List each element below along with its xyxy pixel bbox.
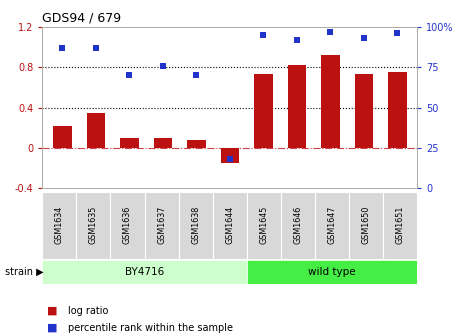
Text: GSM1637: GSM1637 xyxy=(157,206,166,244)
Point xyxy=(159,63,166,68)
Point xyxy=(92,45,99,50)
Bar xyxy=(383,192,417,259)
Text: GSM1646: GSM1646 xyxy=(294,206,303,244)
Bar xyxy=(76,192,110,259)
Point xyxy=(326,29,334,34)
Text: GSM1650: GSM1650 xyxy=(362,206,371,244)
Text: GSM1634: GSM1634 xyxy=(55,206,64,244)
Bar xyxy=(153,138,172,148)
Bar xyxy=(120,138,138,148)
Text: BY4716: BY4716 xyxy=(125,267,164,277)
Text: GSM1635: GSM1635 xyxy=(89,206,98,244)
Point xyxy=(226,157,234,162)
Bar xyxy=(355,74,373,148)
Point xyxy=(259,32,267,38)
Text: GSM1647: GSM1647 xyxy=(328,206,337,244)
Bar xyxy=(254,74,272,148)
Bar xyxy=(144,192,179,259)
Text: strain ▶: strain ▶ xyxy=(5,267,43,277)
Bar xyxy=(281,192,315,259)
Point xyxy=(193,73,200,78)
Bar xyxy=(110,192,144,259)
Text: ■: ■ xyxy=(47,306,57,316)
Point xyxy=(360,36,368,41)
Bar xyxy=(53,126,71,148)
Bar xyxy=(388,72,407,148)
Text: GDS94 / 679: GDS94 / 679 xyxy=(42,11,121,24)
Text: GSM1651: GSM1651 xyxy=(396,206,405,244)
Bar xyxy=(247,260,417,284)
Bar xyxy=(247,192,281,259)
Text: GSM1636: GSM1636 xyxy=(123,206,132,244)
Bar xyxy=(87,113,105,148)
Bar xyxy=(287,65,306,148)
Text: GSM1645: GSM1645 xyxy=(259,206,268,244)
Point xyxy=(126,73,133,78)
Bar xyxy=(321,55,340,148)
Text: log ratio: log ratio xyxy=(68,306,108,316)
Bar xyxy=(42,192,76,259)
Bar xyxy=(42,260,247,284)
Point xyxy=(393,31,401,36)
Bar xyxy=(213,192,247,259)
Text: GSM1644: GSM1644 xyxy=(225,206,234,244)
Point xyxy=(293,37,301,42)
Point xyxy=(59,45,66,50)
Text: percentile rank within the sample: percentile rank within the sample xyxy=(68,323,233,333)
Text: wild type: wild type xyxy=(308,267,356,277)
Bar xyxy=(315,192,349,259)
Bar xyxy=(220,148,239,163)
Bar xyxy=(179,192,213,259)
Bar xyxy=(187,140,205,148)
Bar xyxy=(349,192,383,259)
Text: GSM1638: GSM1638 xyxy=(191,206,200,244)
Text: ■: ■ xyxy=(47,323,57,333)
